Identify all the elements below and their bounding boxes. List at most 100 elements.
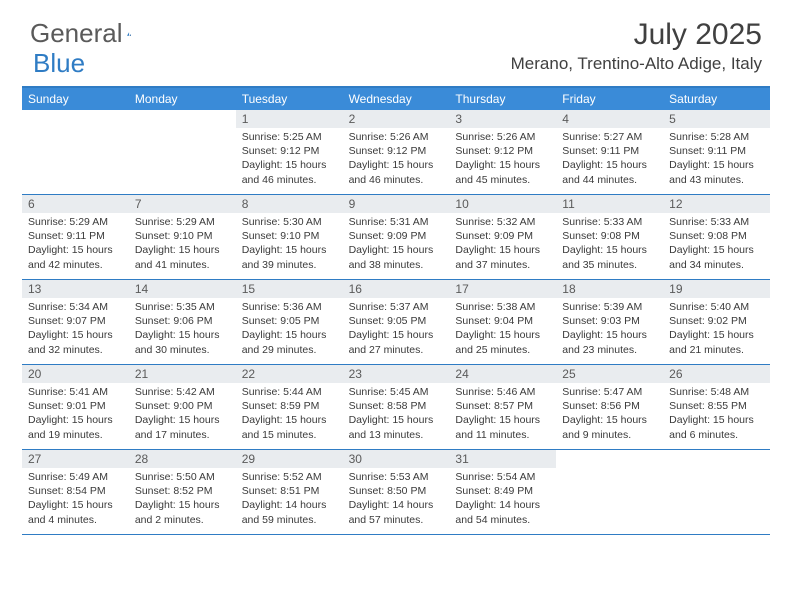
daylight-text: Daylight: 15 hours and 23 minutes. — [562, 328, 657, 356]
daylight-text: Daylight: 15 hours and 41 minutes. — [135, 243, 230, 271]
dayname: Friday — [556, 88, 663, 110]
day-details: Sunrise: 5:28 AMSunset: 9:11 PMDaylight:… — [663, 128, 770, 191]
sunrise-text: Sunrise: 5:36 AM — [242, 300, 337, 314]
daylight-text: Daylight: 15 hours and 2 minutes. — [135, 498, 230, 526]
sunset-text: Sunset: 9:10 PM — [242, 229, 337, 243]
day-details: Sunrise: 5:36 AMSunset: 9:05 PMDaylight:… — [236, 298, 343, 361]
calendar-cell: 13Sunrise: 5:34 AMSunset: 9:07 PMDayligh… — [22, 280, 129, 364]
brand-logo: General — [30, 18, 155, 49]
day-number: 7 — [129, 195, 236, 213]
daylight-text: Daylight: 15 hours and 19 minutes. — [28, 413, 123, 441]
day-details: Sunrise: 5:29 AMSunset: 9:11 PMDaylight:… — [22, 213, 129, 276]
sunrise-text: Sunrise: 5:41 AM — [28, 385, 123, 399]
sunset-text: Sunset: 9:07 PM — [28, 314, 123, 328]
day-details: Sunrise: 5:30 AMSunset: 9:10 PMDaylight:… — [236, 213, 343, 276]
calendar-cell: 10Sunrise: 5:32 AMSunset: 9:09 PMDayligh… — [449, 195, 556, 279]
day-number: 8 — [236, 195, 343, 213]
day-details: Sunrise: 5:50 AMSunset: 8:52 PMDaylight:… — [129, 468, 236, 531]
day-number: 15 — [236, 280, 343, 298]
daylight-text: Daylight: 14 hours and 59 minutes. — [242, 498, 337, 526]
sunset-text: Sunset: 9:11 PM — [562, 144, 657, 158]
dayname: Thursday — [449, 88, 556, 110]
day-number: 28 — [129, 450, 236, 468]
day-details: Sunrise: 5:46 AMSunset: 8:57 PMDaylight:… — [449, 383, 556, 446]
dayname: Sunday — [22, 88, 129, 110]
calendar-cell: 4Sunrise: 5:27 AMSunset: 9:11 PMDaylight… — [556, 110, 663, 194]
sunset-text: Sunset: 9:08 PM — [562, 229, 657, 243]
sunrise-text: Sunrise: 5:26 AM — [455, 130, 550, 144]
day-number: 9 — [343, 195, 450, 213]
sunset-text: Sunset: 9:11 PM — [669, 144, 764, 158]
sunset-text: Sunset: 9:05 PM — [242, 314, 337, 328]
calendar-cell: 8Sunrise: 5:30 AMSunset: 9:10 PMDaylight… — [236, 195, 343, 279]
day-number: 29 — [236, 450, 343, 468]
daylight-text: Daylight: 15 hours and 13 minutes. — [349, 413, 444, 441]
calendar-week: 27Sunrise: 5:49 AMSunset: 8:54 PMDayligh… — [22, 450, 770, 535]
daylight-text: Daylight: 14 hours and 54 minutes. — [455, 498, 550, 526]
sunrise-text: Sunrise: 5:34 AM — [28, 300, 123, 314]
calendar-week: 1Sunrise: 5:25 AMSunset: 9:12 PMDaylight… — [22, 110, 770, 195]
calendar-week: 13Sunrise: 5:34 AMSunset: 9:07 PMDayligh… — [22, 280, 770, 365]
sunset-text: Sunset: 8:52 PM — [135, 484, 230, 498]
daylight-text: Daylight: 15 hours and 46 minutes. — [349, 158, 444, 186]
sunset-text: Sunset: 9:11 PM — [28, 229, 123, 243]
sunrise-text: Sunrise: 5:35 AM — [135, 300, 230, 314]
sunrise-text: Sunrise: 5:53 AM — [349, 470, 444, 484]
daylight-text: Daylight: 15 hours and 45 minutes. — [455, 158, 550, 186]
daylight-text: Daylight: 15 hours and 15 minutes. — [242, 413, 337, 441]
calendar-cell: 6Sunrise: 5:29 AMSunset: 9:11 PMDaylight… — [22, 195, 129, 279]
sunset-text: Sunset: 9:09 PM — [455, 229, 550, 243]
day-number — [556, 450, 663, 454]
day-details: Sunrise: 5:37 AMSunset: 9:05 PMDaylight:… — [343, 298, 450, 361]
day-number: 11 — [556, 195, 663, 213]
calendar-cell — [556, 450, 663, 534]
day-number: 5 — [663, 110, 770, 128]
daylight-text: Daylight: 15 hours and 34 minutes. — [669, 243, 764, 271]
sunset-text: Sunset: 8:50 PM — [349, 484, 444, 498]
day-details: Sunrise: 5:49 AMSunset: 8:54 PMDaylight:… — [22, 468, 129, 531]
brand-name-2: Blue — [33, 48, 85, 79]
sunrise-text: Sunrise: 5:44 AM — [242, 385, 337, 399]
daylight-text: Daylight: 15 hours and 42 minutes. — [28, 243, 123, 271]
dayname: Wednesday — [343, 88, 450, 110]
sunset-text: Sunset: 8:56 PM — [562, 399, 657, 413]
calendar-cell: 2Sunrise: 5:26 AMSunset: 9:12 PMDaylight… — [343, 110, 450, 194]
day-details: Sunrise: 5:35 AMSunset: 9:06 PMDaylight:… — [129, 298, 236, 361]
sunrise-text: Sunrise: 5:39 AM — [562, 300, 657, 314]
sunset-text: Sunset: 9:08 PM — [669, 229, 764, 243]
calendar-cell: 9Sunrise: 5:31 AMSunset: 9:09 PMDaylight… — [343, 195, 450, 279]
day-details: Sunrise: 5:52 AMSunset: 8:51 PMDaylight:… — [236, 468, 343, 531]
calendar-cell: 7Sunrise: 5:29 AMSunset: 9:10 PMDaylight… — [129, 195, 236, 279]
day-number: 30 — [343, 450, 450, 468]
calendar-cell: 19Sunrise: 5:40 AMSunset: 9:02 PMDayligh… — [663, 280, 770, 364]
dayname: Saturday — [663, 88, 770, 110]
day-number: 31 — [449, 450, 556, 468]
calendar-cell: 17Sunrise: 5:38 AMSunset: 9:04 PMDayligh… — [449, 280, 556, 364]
sunset-text: Sunset: 8:57 PM — [455, 399, 550, 413]
calendar-cell — [129, 110, 236, 194]
day-number: 21 — [129, 365, 236, 383]
day-number: 26 — [663, 365, 770, 383]
day-number: 16 — [343, 280, 450, 298]
calendar: Sunday Monday Tuesday Wednesday Thursday… — [22, 86, 770, 535]
day-details: Sunrise: 5:38 AMSunset: 9:04 PMDaylight:… — [449, 298, 556, 361]
day-number: 14 — [129, 280, 236, 298]
day-details: Sunrise: 5:44 AMSunset: 8:59 PMDaylight:… — [236, 383, 343, 446]
day-details: Sunrise: 5:33 AMSunset: 9:08 PMDaylight:… — [663, 213, 770, 276]
sunrise-text: Sunrise: 5:33 AM — [562, 215, 657, 229]
sunrise-text: Sunrise: 5:38 AM — [455, 300, 550, 314]
day-number — [663, 450, 770, 454]
day-number — [129, 110, 236, 114]
daylight-text: Daylight: 15 hours and 43 minutes. — [669, 158, 764, 186]
calendar-cell: 12Sunrise: 5:33 AMSunset: 9:08 PMDayligh… — [663, 195, 770, 279]
day-number: 6 — [22, 195, 129, 213]
dayname-row: Sunday Monday Tuesday Wednesday Thursday… — [22, 88, 770, 110]
sunset-text: Sunset: 9:12 PM — [242, 144, 337, 158]
calendar-cell: 14Sunrise: 5:35 AMSunset: 9:06 PMDayligh… — [129, 280, 236, 364]
day-details: Sunrise: 5:33 AMSunset: 9:08 PMDaylight:… — [556, 213, 663, 276]
dayname: Tuesday — [236, 88, 343, 110]
day-details: Sunrise: 5:45 AMSunset: 8:58 PMDaylight:… — [343, 383, 450, 446]
calendar-week: 20Sunrise: 5:41 AMSunset: 9:01 PMDayligh… — [22, 365, 770, 450]
sunrise-text: Sunrise: 5:29 AM — [135, 215, 230, 229]
calendar-cell: 21Sunrise: 5:42 AMSunset: 9:00 PMDayligh… — [129, 365, 236, 449]
